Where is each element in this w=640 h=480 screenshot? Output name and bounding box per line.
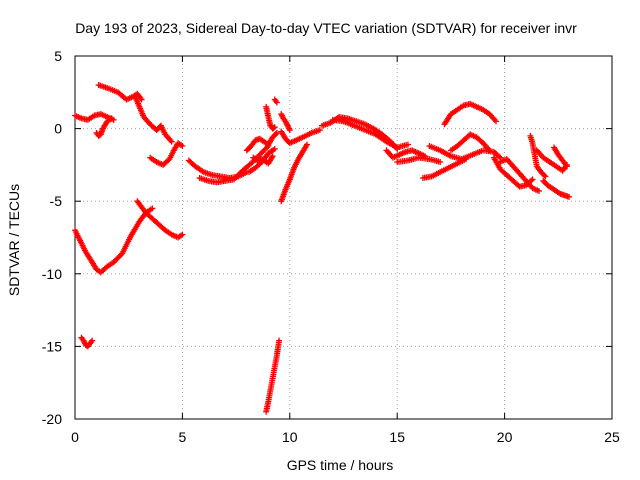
data-point: [271, 124, 278, 131]
y-tick-label: -15: [42, 338, 62, 354]
x-tick-label: 10: [282, 429, 298, 445]
data-point: [276, 337, 283, 344]
series-arc-17: [278, 141, 310, 205]
series-arc-11: [196, 143, 272, 186]
data-point: [529, 176, 536, 183]
series-arc-32: [540, 177, 573, 200]
data-point: [486, 147, 493, 154]
data-point: [273, 99, 280, 106]
data-point: [108, 115, 115, 122]
series-arc-10: [185, 157, 250, 181]
data-point: [542, 173, 549, 180]
chart-title: Day 193 of 2023, Sidereal Day-to-day VTE…: [75, 20, 577, 36]
data-points: [72, 82, 573, 415]
x-tick-label: 25: [604, 429, 620, 445]
data-point: [528, 177, 535, 184]
x-axis-label: GPS time / hours: [287, 457, 394, 473]
data-point: [462, 156, 469, 163]
x-tick-labels: 0 5 10 15 20 25: [71, 429, 620, 445]
data-point: [270, 124, 277, 131]
data-point: [272, 131, 279, 138]
series-arc-22: [383, 147, 429, 161]
series-arc-25: [419, 156, 469, 181]
plot-frame: [74, 55, 613, 420]
data-point: [273, 129, 280, 136]
data-point: [89, 337, 96, 344]
data-point: [138, 96, 145, 103]
series-arc-34: [263, 337, 283, 415]
x-tick-label: 0: [71, 429, 79, 445]
series-arc-23: [394, 154, 444, 165]
series-arc-05: [147, 140, 186, 168]
data-point: [563, 163, 570, 170]
series-arc-18: [278, 127, 323, 147]
series-arc-31: [533, 147, 570, 174]
series-arc-21: [329, 116, 411, 151]
series-arc-16: [271, 96, 280, 106]
series-arc-12: [243, 129, 280, 154]
data-point: [149, 205, 156, 212]
data-point: [493, 118, 500, 125]
series-arc-19: [278, 111, 293, 134]
y-tick-label: -10: [42, 266, 62, 282]
series-arc-29: [497, 156, 542, 195]
data-point: [535, 188, 542, 195]
data-point: [541, 172, 548, 179]
data-point: [303, 141, 310, 148]
data-point: [168, 138, 175, 145]
series-arc-02: [93, 115, 115, 139]
axis-ticks: [74, 55, 613, 420]
series-arc-27: [447, 131, 493, 154]
data-point: [404, 141, 411, 148]
x-tick-label: 5: [179, 429, 187, 445]
y-tick-labels: 5 0 -5 -10 -15 -20: [42, 48, 62, 427]
data-point: [269, 153, 276, 160]
series-arc-14: [245, 145, 278, 176]
data-point: [271, 145, 278, 152]
data-point: [286, 127, 293, 134]
x-tick-label: 15: [389, 429, 405, 445]
y-tick-label: 0: [54, 121, 62, 137]
series-arc-09: [78, 334, 96, 350]
data-point: [566, 193, 573, 200]
series-arc-15: [263, 103, 278, 132]
series-arc-33: [551, 144, 570, 170]
data-point: [179, 143, 186, 150]
x-tick-label: 20: [497, 429, 513, 445]
data-point: [437, 158, 444, 165]
data-point: [316, 127, 323, 134]
series-arc-08: [134, 198, 186, 241]
series-arc-26: [441, 100, 500, 128]
series-arc-06: [72, 227, 117, 276]
data-point: [496, 153, 503, 160]
y-tick-label: -5: [50, 193, 63, 209]
y-tick-label: 5: [54, 48, 62, 64]
series-arc-03: [95, 82, 145, 103]
data-point: [179, 231, 186, 238]
y-tick-label: -20: [42, 411, 62, 427]
series-arc-04: [132, 93, 175, 145]
y-axis-label: SDTVAR / TECUs: [6, 184, 22, 296]
grid: [75, 56, 612, 419]
